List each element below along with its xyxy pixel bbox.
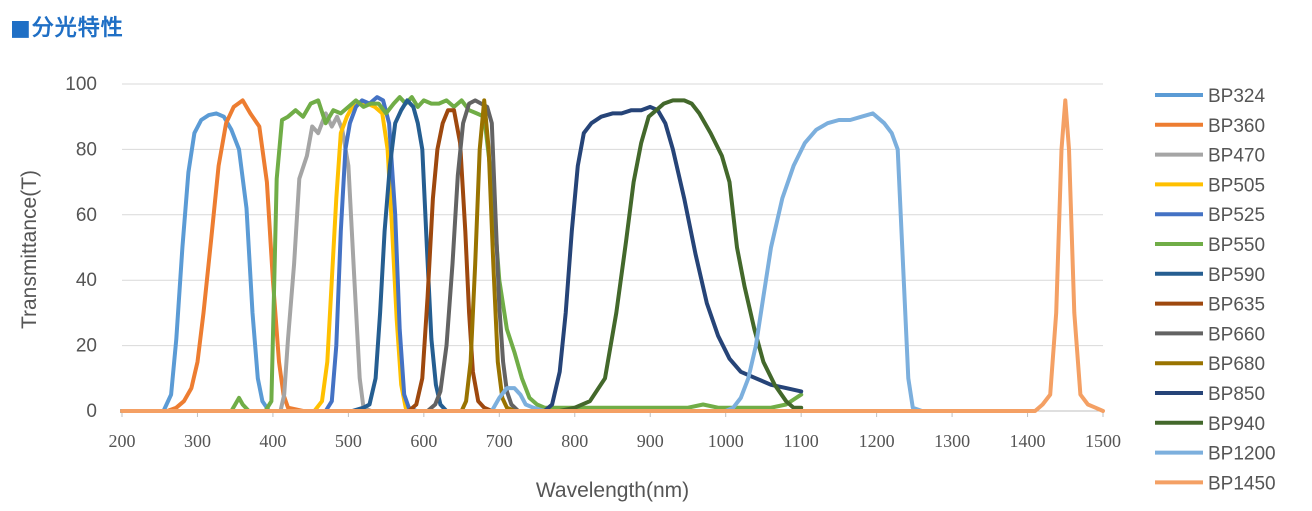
legend-label: BP940: [1208, 414, 1265, 435]
series-line-bp1450: [120, 98, 1105, 413]
series-line-bp324: [120, 111, 804, 413]
series-lines: [120, 95, 1105, 413]
y-tick-label: 60: [76, 205, 97, 226]
y-tick-label: 0: [86, 401, 97, 422]
series-line-bp470: [120, 111, 804, 413]
x-tick-label: 900: [637, 431, 664, 451]
legend-label: BP525: [1208, 205, 1265, 226]
y-axis-label: Transmittance(T): [18, 170, 41, 329]
series-line-bp550: [120, 95, 804, 413]
x-axis-label: Wavelength(nm): [536, 479, 689, 502]
legend-label: BP470: [1208, 146, 1265, 167]
series-line-bp1200: [120, 111, 1030, 413]
series-line-bp590: [120, 98, 804, 413]
legend-label: BP660: [1208, 324, 1265, 345]
x-tick-label: 600: [410, 431, 437, 451]
series-line-bp505: [120, 101, 804, 413]
y-tick-label: 100: [65, 74, 97, 95]
x-tick-label: 200: [109, 431, 136, 451]
legend-label: BP324: [1208, 86, 1265, 107]
legend-label: BP1200: [1208, 444, 1276, 465]
section-heading: ■分光特性: [10, 16, 124, 41]
legend: BP324 BP360 BP470 BP505 BP525 BP550 BP590 BP635…: [1155, 86, 1276, 494]
legend-label: BP550: [1208, 235, 1265, 256]
legend-label: BP850: [1208, 384, 1265, 405]
x-tick-label: 1300: [934, 431, 970, 451]
series-line-bp940: [120, 98, 804, 413]
legend-label: BP360: [1208, 116, 1265, 137]
legend-label: BP1450: [1208, 473, 1276, 494]
gridlines: [122, 83, 1103, 347]
x-tick-label: 1400: [1010, 431, 1046, 451]
legend-label: BP635: [1208, 295, 1265, 316]
series-line-bp635: [120, 108, 804, 413]
legend-label: BP590: [1208, 265, 1265, 286]
x-tick-label: 1200: [859, 431, 895, 451]
x-tick-label: 500: [335, 431, 362, 451]
x-tick-label: 1000: [708, 431, 744, 451]
x-tick-label: 1100: [783, 431, 818, 451]
series-line-bp850: [120, 104, 804, 413]
x-tick-label: 400: [259, 431, 286, 451]
x-tick-label: 300: [184, 431, 211, 451]
y-tick-label: 40: [76, 270, 97, 291]
y-tick-label: 20: [76, 336, 97, 357]
x-tick-label: 800: [561, 431, 588, 451]
y-tick-label: 80: [76, 139, 97, 160]
x-tick-label: 1500: [1085, 431, 1121, 451]
legend-label: BP680: [1208, 354, 1265, 375]
x-tick-label: 700: [486, 431, 513, 451]
series-line-bp360: [120, 98, 804, 413]
legend-label: BP505: [1208, 175, 1265, 196]
